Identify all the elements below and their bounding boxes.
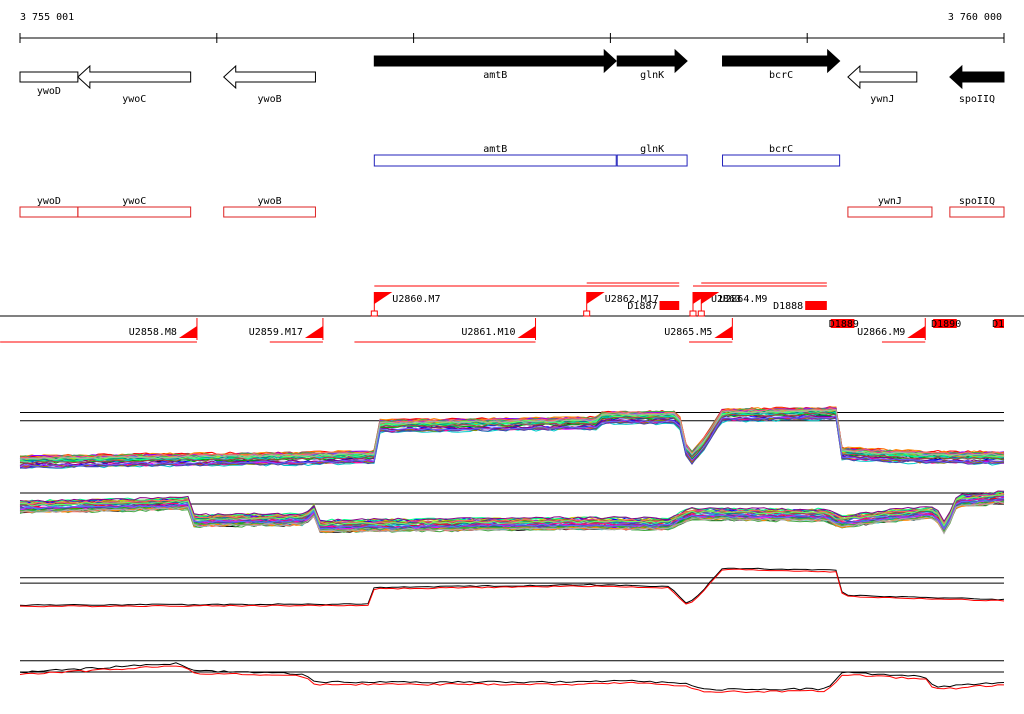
cds-label-bcrC: bcrC	[769, 144, 793, 155]
expression-series-line	[19, 407, 1005, 459]
gene-label-ywoB: ywoB	[258, 94, 282, 105]
segment-block-D1888	[805, 301, 827, 310]
segment-block-D1	[994, 319, 1004, 328]
gene-arrow-spoIIQ	[949, 64, 1005, 90]
expression-series-line	[20, 494, 1005, 527]
ruler-start-label: 3 755 001	[20, 12, 75, 23]
expression-panel-2	[19, 490, 1005, 535]
gene-label-glnK: glnK	[640, 70, 664, 81]
expression-series-line	[19, 665, 1005, 694]
segment-label-D1: D1	[992, 319, 1004, 330]
annot-box-spoIIQ	[949, 206, 1005, 218]
transcript-flag-U2864.M9	[701, 292, 720, 304]
expression-series-line	[19, 490, 1005, 523]
cds-box-bcrC	[722, 154, 841, 167]
cds-box-glnK	[616, 154, 688, 167]
transcript-flag-U2858.M8	[178, 326, 197, 338]
gene-label-bcrC: bcrC	[769, 70, 793, 81]
annot-label-ywoB: ywoB	[258, 196, 282, 207]
gene-arrow-bcrC	[722, 48, 841, 74]
gene-arrow-ywoB	[222, 64, 316, 90]
cds-label-glnK: glnK	[640, 144, 664, 155]
transcript-label-U2864.M9: U2864.M9	[719, 294, 767, 305]
transcript-tss-U2862.M17	[583, 310, 591, 317]
cds-track: amtB glnK bcrC	[373, 144, 841, 167]
expression-series-line	[19, 493, 1005, 525]
ruler-end-label: 3 760 000	[947, 12, 1002, 23]
transcript-flag-U2865.M5	[714, 326, 733, 338]
transcript-label-U2860.M7: U2860.M7	[392, 294, 440, 305]
expression-series-line	[19, 662, 1005, 691]
annot-label-ywnJ: ywnJ	[878, 196, 902, 207]
segment-label-D1887: D1887	[627, 301, 657, 312]
gene-track: ywoD ywoC ywoB amtB glnK bcrC ywnJ spoIIQ	[19, 48, 1005, 105]
expression-series-line	[19, 490, 1005, 524]
expression-panel-1	[19, 406, 1005, 469]
transcript-label-U2862.M17: U2862.M17	[605, 294, 659, 305]
expression-series-line	[19, 501, 1005, 535]
expression-series-line	[19, 415, 1005, 467]
transcript-flag-U2862.M17	[586, 292, 605, 304]
annot-box-ywoD	[19, 206, 79, 218]
expression-series-line	[19, 568, 1005, 608]
segment-block-D1890	[933, 319, 957, 328]
segment-block-D1889	[830, 319, 855, 328]
gene-arrow-glnK	[616, 48, 688, 74]
gene-arrow-ywoD	[19, 71, 79, 83]
gene-label-amtB: amtB	[483, 70, 507, 81]
gene-arrow-ywnJ	[847, 64, 918, 90]
cds-box-amtB	[373, 154, 617, 167]
transcript-label-U2865.M5: U2865.M5	[664, 327, 712, 338]
gene-label-ywoD: ywoD	[37, 86, 61, 97]
transcript-flag-U2859.M17	[304, 326, 323, 338]
coordinate-ruler	[19, 33, 1005, 43]
transcript-tss-U2864.M9	[697, 310, 705, 317]
annot-box-ywoC	[77, 206, 192, 218]
cds-label-amtB: amtB	[483, 144, 507, 155]
transcript-label-U2858.M8: U2858.M8	[129, 327, 177, 338]
annot-label-ywoC: ywoC	[122, 196, 146, 207]
expression-series-line	[19, 498, 1005, 530]
transcript-flag-U2861.M10	[517, 326, 536, 338]
expression-series-line	[19, 496, 1005, 530]
transcript-flag-U2860.M7	[374, 292, 393, 304]
transcript-flag-U2866.M9	[907, 326, 926, 338]
transcript-label-U2859.M17: U2859.M17	[249, 327, 303, 338]
transcript-tss-U2860.M7	[370, 310, 378, 317]
expression-series-line	[19, 567, 1005, 607]
annot-box-ywnJ	[847, 206, 933, 218]
expression-panel-3	[19, 567, 1005, 608]
gene-arrow-ywoC	[77, 64, 192, 90]
expression-panel-4	[19, 660, 1005, 694]
annot-label-spoIIQ: spoIIQ	[959, 196, 995, 207]
segment-label-D1888: D1888	[773, 301, 803, 312]
segment-label-D1889: D1889	[829, 319, 859, 330]
transcript-tss-U2863	[689, 310, 697, 317]
transcript-label-U2866.M9: U2866.M9	[857, 327, 905, 338]
annot-box-ywoB	[223, 206, 316, 218]
gene-label-ywoC: ywoC	[122, 94, 146, 105]
annotation-track: ywoD ywoC ywoB ywnJ spoIIQ	[19, 196, 1005, 218]
expression-panels	[19, 406, 1005, 694]
transcript-label-U2861.M10: U2861.M10	[461, 327, 515, 338]
expression-series-line	[19, 500, 1005, 535]
expression-series-line	[19, 409, 1005, 461]
segment-block-D1887	[659, 301, 680, 310]
segment-label-D1890: D1890	[931, 319, 961, 330]
gene-label-ywnJ: ywnJ	[870, 94, 894, 105]
annot-label-ywoD: ywoD	[37, 196, 61, 207]
gene-arrow-amtB	[373, 48, 617, 74]
gene-label-spoIIQ: spoIIQ	[959, 94, 995, 105]
transcript-label-U2863: U2863	[711, 294, 741, 305]
